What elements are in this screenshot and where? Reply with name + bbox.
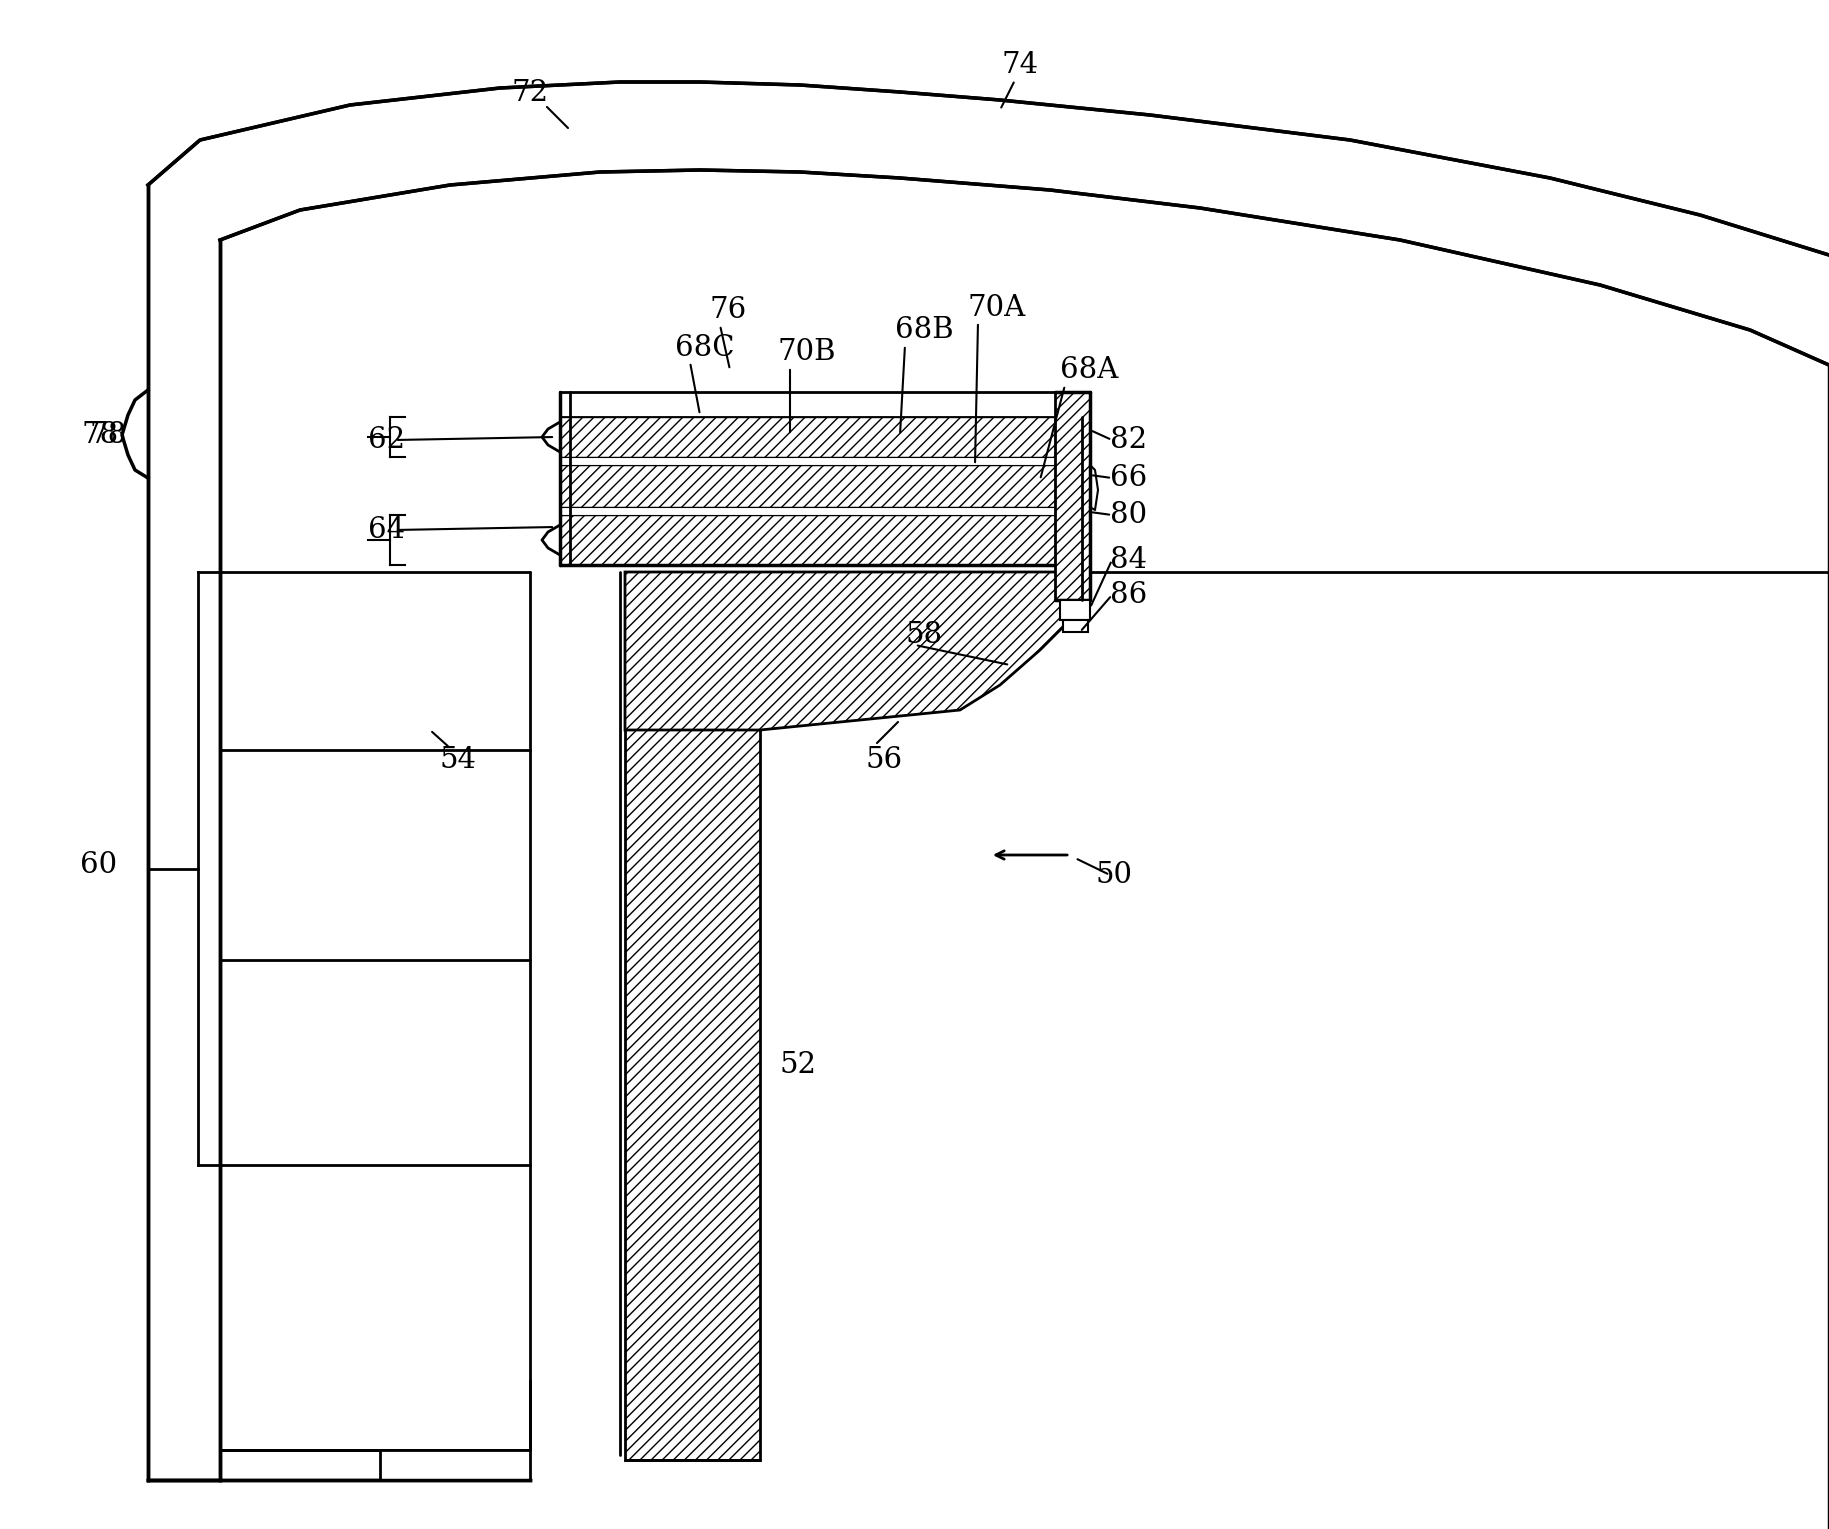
Text: 82: 82	[1110, 427, 1147, 454]
Text: 68C: 68C	[675, 333, 735, 362]
Polygon shape	[560, 508, 1055, 515]
Polygon shape	[1063, 619, 1088, 631]
Text: 64: 64	[368, 515, 406, 544]
Text: 50: 50	[1096, 861, 1132, 888]
Text: 86: 86	[1110, 581, 1147, 609]
Polygon shape	[626, 572, 761, 1460]
Text: 68B: 68B	[894, 317, 953, 344]
Text: 84: 84	[1110, 546, 1147, 573]
Text: 52: 52	[779, 1050, 818, 1079]
Polygon shape	[1061, 599, 1090, 619]
Polygon shape	[560, 465, 1055, 508]
Polygon shape	[560, 515, 1055, 566]
Text: 70A: 70A	[968, 294, 1026, 323]
Text: 62: 62	[368, 427, 406, 454]
Text: 72: 72	[512, 80, 549, 107]
Text: 56: 56	[865, 746, 902, 774]
Text: 78: 78	[90, 420, 128, 450]
Text: 68A: 68A	[1061, 356, 1118, 384]
Text: 70B: 70B	[777, 338, 836, 365]
Polygon shape	[219, 170, 1829, 1529]
Text: 54: 54	[441, 746, 477, 774]
Polygon shape	[560, 417, 1055, 457]
Polygon shape	[626, 572, 1085, 729]
Polygon shape	[1055, 391, 1090, 599]
Polygon shape	[560, 457, 1055, 465]
Text: 76: 76	[710, 297, 748, 324]
Text: 60: 60	[80, 852, 117, 879]
Text: 80: 80	[1110, 502, 1147, 529]
Polygon shape	[219, 1449, 530, 1480]
Polygon shape	[560, 391, 1090, 417]
Polygon shape	[148, 83, 1829, 1480]
Text: 66: 66	[1110, 463, 1147, 492]
Text: 78: 78	[82, 420, 119, 450]
Text: 58: 58	[905, 621, 942, 648]
Text: 74: 74	[1002, 50, 1039, 80]
